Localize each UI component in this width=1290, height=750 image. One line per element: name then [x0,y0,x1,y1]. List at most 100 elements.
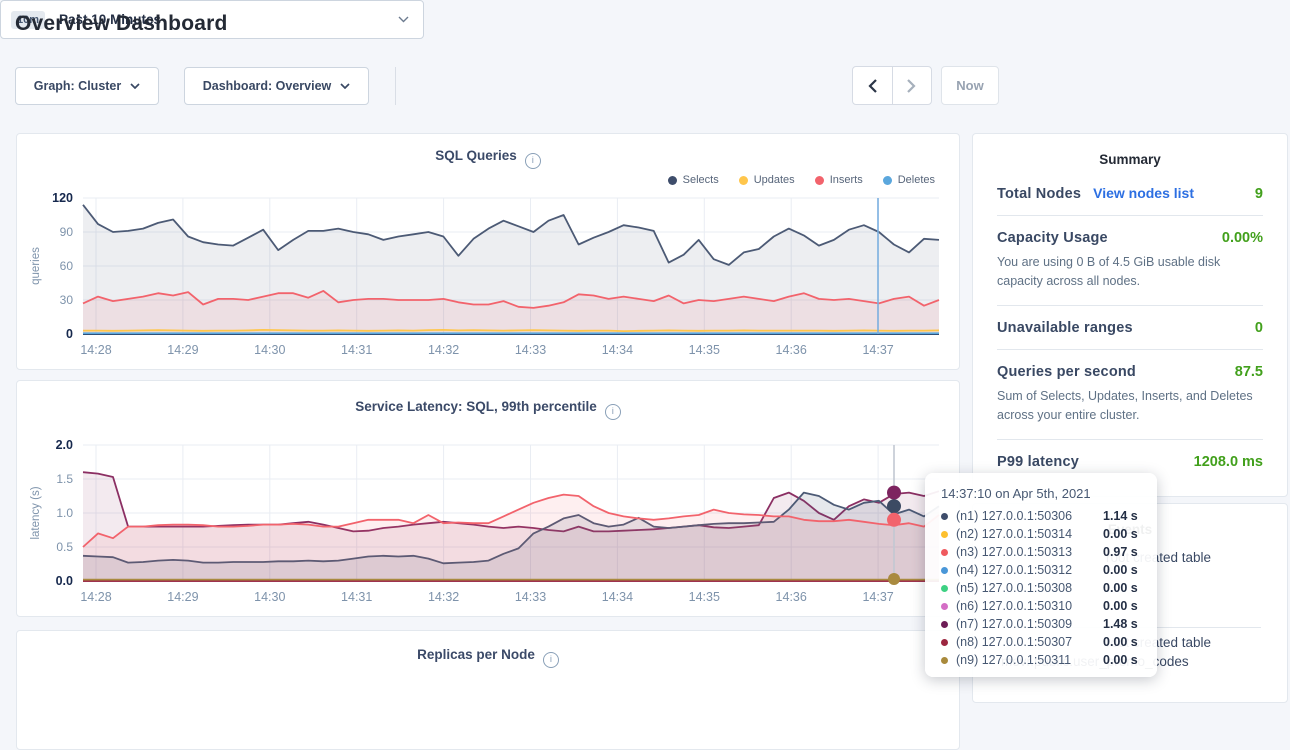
graph-dropdown[interactable]: Graph: Cluster [15,67,159,105]
tooltip-node-row: (n1) 127.0.0.1:50306 1.14 s [941,507,1143,525]
x-axis-tick: 14:35 [689,590,720,604]
crosshair-dot [887,499,901,514]
info-icon[interactable]: i [524,152,541,169]
x-axis-tick: 14:31 [341,590,372,604]
summary-rows: Total Nodes View nodes list 9 Capacity Usag… [973,167,1287,483]
legend-item-selects[interactable]: Selects [667,174,719,186]
x-axis-tick: 14:34 [602,590,633,604]
summary-row-head: Capacity Usage 0.00% [997,230,1263,246]
y-axis-tick: 90 [60,225,74,239]
toolbar-divider [395,67,396,105]
next-timespan-button[interactable] [893,67,932,104]
service-latency-panel: 14:28 14:29 14:30 14:31 14:32 14:33 14:34 14:35… [16,380,960,617]
replicas-per-node-panel: Replicas per Node i [16,630,960,750]
tooltip-node-value: 1.48 s [1103,617,1138,631]
node-color-dot-icon [941,512,948,520]
chevron-down-icon [130,83,140,89]
time-window-label: Past 10 Minutes [59,12,162,27]
legend-item-updates[interactable]: Updates [738,174,795,186]
x-axis-tick: 14:28 [80,343,111,357]
chart-title: SQL Queries i [17,148,959,169]
dashboard-dropdown-label: Dashboard: Overview [202,79,332,93]
series--n3-127-0-0-1-50313 [82,493,940,581]
x-axis-tick: 14:37 [862,590,893,604]
crosshair [887,445,901,585]
y-axis-label: queries [30,247,42,285]
node-color-dot-icon [941,584,948,592]
tooltip-node-label: (n8) 127.0.0.1:50307 [956,635,1073,649]
summary-row-value: 0 [1254,319,1263,336]
tooltip-node-value: 0.97 s [1103,545,1138,559]
chevron-down-icon [340,83,350,89]
info-icon[interactable]: i [542,651,559,668]
now-button[interactable]: Now [941,66,999,105]
view-nodes-list-link[interactable]: View nodes list [1093,185,1194,201]
y-axis-tick: 1.0 [56,506,73,520]
info-icon[interactable]: i [604,403,621,420]
summary-row-label: Queries per second [997,363,1136,380]
legend-item-label: Selects [682,174,719,186]
dashboard-dropdown[interactable]: Dashboard: Overview [184,67,369,105]
time-step-buttons [852,66,932,105]
y-axis-tick: 0 [66,327,73,341]
x-axis-tick: 14:33 [515,343,546,357]
x-axis-tick: 14:30 [254,343,285,357]
summary-row-value: 9 [1254,186,1263,202]
x-axis-tick: 14:37 [862,343,893,357]
previous-timespan-button[interactable] [853,67,893,104]
x-axis-tick: 14:29 [167,343,198,357]
tooltip-node-row: (n6) 127.0.0.1:50310 0.00 s [941,597,1143,615]
y-axis-tick: 60 [60,259,74,273]
tooltip-node-value: 0.00 s [1103,527,1138,541]
service-latency-chart[interactable]: 14:28 14:29 14:30 14:31 14:32 14:33 14:34 14:35… [17,381,961,618]
tooltip-node-label: (n2) 127.0.0.1:50314 [956,527,1073,541]
legend-item-label: Inserts [829,174,863,186]
series-selects [82,204,940,334]
summary-row-subtext: You are using 0 B of 4.5 GiB usable disk… [997,255,1221,289]
y-axis-tick: 2.0 [56,438,73,452]
summary-row: Queries per second 87.5 Sum of Selects, Up… [997,348,1263,439]
time-range-dropdown[interactable]: 10m Past 10 Minutes [0,0,424,39]
x-axis-tick: 14:33 [515,590,546,604]
legend-item-deletes[interactable]: Deletes [882,174,935,186]
crosshair-dot [888,572,900,585]
tooltip-timestamp: 14:37:10 on Apr 5th, 2021 [941,486,1091,501]
graph-dropdown-label: Graph: Cluster [33,79,122,93]
tooltip-node-row: (n2) 127.0.0.1:50314 0.00 s [941,525,1143,543]
sql-queries-panel: 14:28 14:29 14:30 14:31 14:32 14:33 14:34 14:35… [16,133,960,370]
y-axis-tick: 1.5 [56,472,73,486]
sql-queries-chart[interactable]: 14:28 14:29 14:30 14:31 14:32 14:33 14:34 14:35… [17,134,961,371]
chart-grid [83,444,939,581]
summary-row-label: P99 latency [997,453,1079,470]
chart-hover-tooltip: 14:37:10 on Apr 5th, 2021 (n1) 127.0.0.1… [925,473,1157,677]
tooltip-node-row: (n5) 127.0.0.1:50308 0.00 s [941,579,1143,597]
x-axis-tick: 14:36 [776,343,807,357]
node-color-dot-icon [941,656,948,664]
x-axis-tick: 14:28 [80,590,111,604]
x-axis-tick: 14:30 [254,590,285,604]
tooltip-node-row: (n3) 127.0.0.1:50313 0.97 s [941,543,1143,561]
chart-title-text: SQL Queries [435,148,517,163]
tooltip-node-value: 0.00 s [1103,581,1138,595]
summary-row-value: 87.5 [1234,363,1263,380]
tooltip-node-label: (n4) 127.0.0.1:50312 [956,563,1073,577]
summary-row-label: Capacity Usage [997,230,1108,246]
tooltip-rows: (n1) 127.0.0.1:50306 1.14 s (n2) 127.0.0.1… [941,507,1143,669]
summary-row-label: Unavailable ranges [997,319,1133,336]
tooltip-node-value: 0.00 s [1103,635,1138,649]
x-axis-tick: 14:36 [776,590,807,604]
legend-dot-icon [814,175,824,185]
node-color-dot-icon [941,548,948,556]
summary-row: Capacity Usage 0.00% You are using 0 B of … [997,215,1263,305]
summary-row-head: P99 latency 1208.0 ms [997,454,1263,470]
summary-row-head: Unavailable ranges 0 [997,320,1263,336]
crosshair-dot [887,512,901,527]
y-axis-tick: 120 [52,191,73,205]
tooltip-node-label: (n7) 127.0.0.1:50309 [956,617,1073,631]
chart-title-text: Service Latency: SQL, 99th percentile [355,399,597,414]
chevron-down-icon [398,16,409,23]
legend-item-inserts[interactable]: Inserts [814,174,863,186]
tooltip-node-row: (n9) 127.0.0.1:50311 0.00 s [941,651,1143,669]
series--n1-127-0-0-1-50306 [82,491,940,581]
tooltip-node-label: (n5) 127.0.0.1:50308 [956,581,1073,595]
